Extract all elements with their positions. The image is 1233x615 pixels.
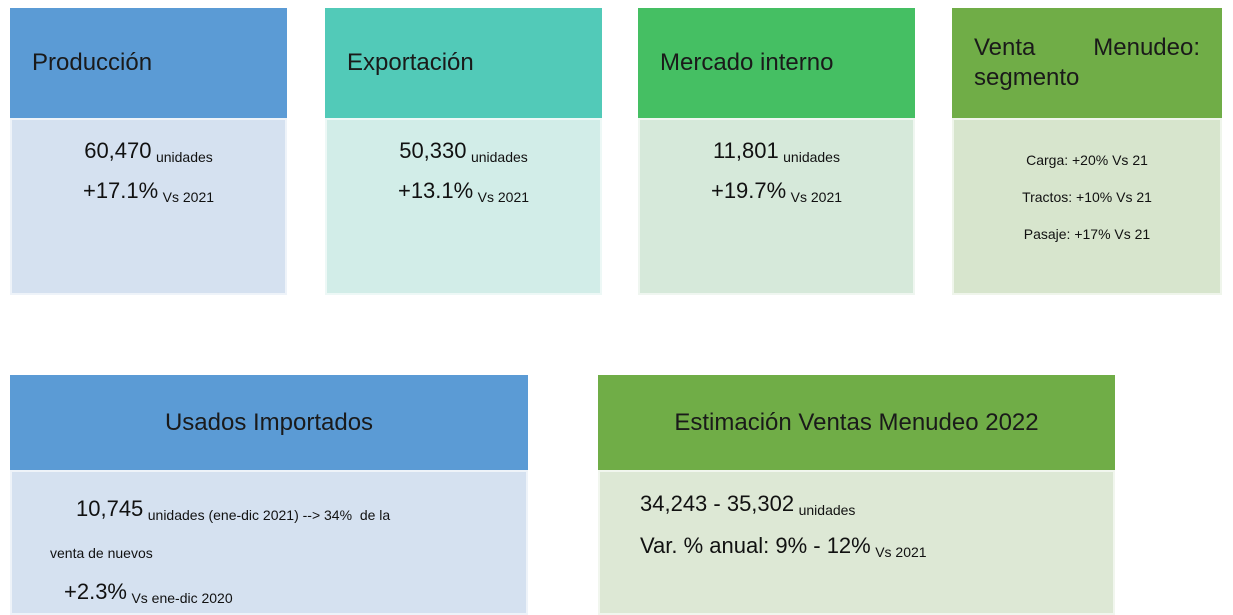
card-title: Estimación Ventas Menudeo 2022: [674, 408, 1039, 436]
text-line: Carga: +20% Vs 21: [954, 142, 1220, 179]
label: Carga: +20% Vs 21: [1026, 152, 1148, 168]
card: Exportación 50,330 unidades +13.1% Vs 2021: [325, 8, 602, 295]
text-line: +19.7% Vs 2021: [640, 174, 913, 214]
text-line: Tractos: +10% Vs 21: [954, 179, 1220, 216]
card: Venta Menudeo: segmento Carga: +20% Vs 21…: [952, 8, 1222, 295]
card-body: 50,330 unidades +13.1% Vs 2021: [325, 118, 602, 295]
card-header: Venta Menudeo: segmento: [952, 8, 1222, 118]
card: Estimación Ventas Menudeo 2022 34,243 - 3…: [598, 375, 1115, 615]
card-title: Mercado interno: [660, 49, 834, 76]
label: Pasaje: +17% Vs 21: [1023, 226, 1151, 242]
label: Vs 2021: [790, 189, 843, 205]
card: Mercado interno 11,801 unidades +19.7% Vs …: [638, 8, 915, 295]
card: Usados Importados 10,745 unidades (ene-di…: [10, 375, 528, 615]
card: Producción 60,470 unidades +17.1% Vs 2021: [10, 8, 287, 295]
card-title: Usados Importados: [164, 408, 374, 436]
value: 60,470: [84, 138, 152, 163]
value: +13.1%: [397, 178, 474, 203]
value: +17.1%: [82, 178, 159, 203]
label: unidades: [798, 502, 856, 518]
text-line: 34,243 - 35,302 unidades: [640, 486, 1113, 528]
value: 11,801: [713, 138, 779, 163]
value: 10,745: [76, 496, 144, 521]
text-line: +17.1% Vs 2021: [12, 174, 285, 214]
text-line: venta de nuevos: [50, 534, 526, 573]
label: Tractos: +10% Vs 21: [1022, 189, 1152, 205]
card-header: Usados Importados: [10, 375, 528, 470]
card-header: Mercado interno: [638, 8, 915, 118]
text-line: Var. % anual: 9% - 12% Vs 2021: [640, 528, 1113, 570]
card-body: Carga: +20% Vs 21 Tractos: +10% Vs 21 Pasa…: [952, 118, 1222, 295]
card-body: 60,470 unidades +17.1% Vs 2021: [10, 118, 287, 295]
value: Var. % anual: 9% - 12%: [640, 533, 871, 558]
label: venta de nuevos: [50, 545, 153, 561]
label: unidades (ene-dic 2021) --> 34% de la: [147, 507, 391, 523]
text-line: 60,470 unidades: [12, 134, 285, 174]
card-body: 11,801 unidades +19.7% Vs 2021: [638, 118, 915, 295]
label: unidades: [783, 149, 840, 165]
text-line: 11,801 unidades: [640, 134, 913, 174]
label: Vs 2021: [477, 189, 530, 205]
card-header: Estimación Ventas Menudeo 2022: [598, 375, 1115, 470]
text-line: +13.1% Vs 2021: [327, 174, 600, 214]
card-title: Exportación: [347, 49, 474, 76]
label: Vs 2021: [162, 189, 215, 205]
card-title: Venta Menudeo: segmento: [974, 34, 1200, 91]
label: unidades: [155, 149, 213, 165]
card-header: Exportación: [325, 8, 602, 118]
text-line: Pasaje: +17% Vs 21: [954, 216, 1220, 253]
card-title: Producción: [32, 49, 153, 76]
label: Vs 2021: [875, 544, 927, 560]
label: Vs ene-dic 2020: [131, 590, 233, 606]
value: +2.3%: [64, 579, 127, 604]
card-body: 34,243 - 35,302 unidades Var. % anual: 9%…: [598, 470, 1115, 615]
value: 34,243 - 35,302: [640, 491, 795, 516]
card-body: 10,745 unidades (ene-dic 2021) --> 34% d…: [10, 470, 528, 615]
label: unidades: [470, 149, 528, 165]
value: +19.7%: [710, 178, 787, 203]
text-line: +2.3% Vs ene-dic 2020: [50, 573, 526, 615]
text-line: 10,745 unidades (ene-dic 2021) --> 34% d…: [50, 490, 526, 534]
value: 50,330: [399, 138, 467, 163]
card-header: Producción: [10, 8, 287, 118]
text-line: 50,330 unidades: [327, 134, 600, 174]
